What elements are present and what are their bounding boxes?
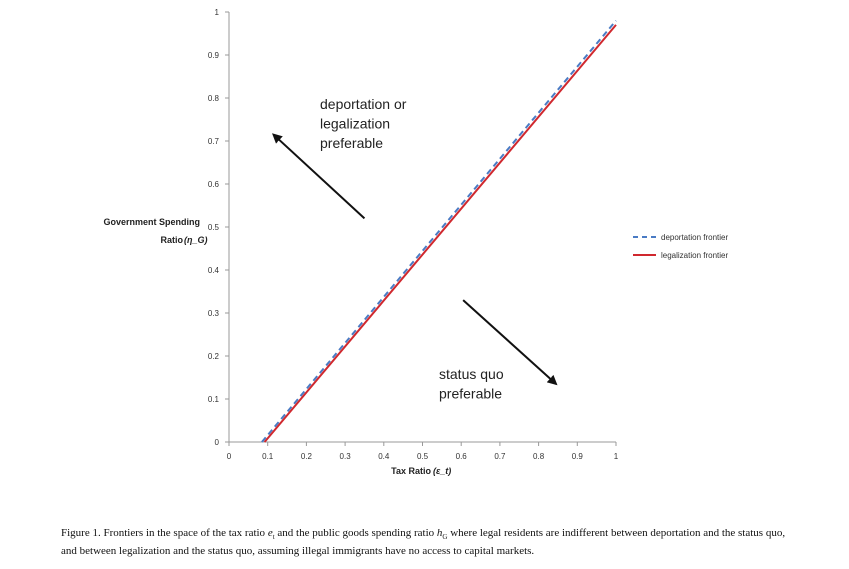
- caption-subscript-t: t: [272, 533, 275, 542]
- x-tick-label: 0.1: [262, 452, 274, 461]
- annotation-status-quo-line: status quo: [439, 366, 504, 382]
- axes: [228, 12, 616, 443]
- y-axis-title-symbol: (η_G): [184, 235, 208, 245]
- caption-symbol-e: e: [267, 527, 273, 539]
- legend-label-deportation: deportation frontier: [661, 233, 728, 242]
- legend: deportation frontier legalization fronti…: [633, 233, 728, 260]
- y-tick-label: 0.2: [208, 352, 220, 361]
- chart: 0 0.1 0.2 0.3 0.4 0.5 0.6 0.7 0.8 0.9 1 0 0.1 0.2 0.3…: [103, 8, 728, 476]
- annotations: deportation or legalization preferable stat…: [272, 96, 558, 402]
- y-tick-label: 0.6: [208, 180, 220, 189]
- x-tick-label: 0.4: [378, 452, 390, 461]
- y-tick-label: 0.9: [208, 51, 220, 60]
- x-axis-title-symbol: (ε_t): [433, 466, 451, 476]
- x-tick-label: 0.6: [456, 452, 468, 461]
- x-tick-label: 0.5: [417, 452, 429, 461]
- series-lines: [261, 19, 617, 443]
- y-tick-label: 0.5: [208, 223, 220, 232]
- legend-label-legalization: legalization frontier: [661, 251, 728, 260]
- y-tick-label: 0.8: [208, 94, 220, 103]
- arrow-up-left: [272, 133, 366, 220]
- x-ticks: 0 0.1 0.2 0.3 0.4 0.5 0.6 0.7 0.8 0.9 1: [227, 442, 619, 461]
- y-tick-label: 0.3: [208, 309, 220, 318]
- x-tick-label: 1: [614, 452, 619, 461]
- caption-part3: where legal residents are indifferent be…: [61, 527, 786, 558]
- y-axis-title-line1: Government Spending: [103, 217, 200, 227]
- caption-part2: and the public goods spending ratio: [274, 527, 437, 539]
- y-tick-label: 1: [215, 8, 220, 17]
- caption-symbol-h: h: [436, 527, 443, 539]
- figure-caption: Figure 1. Frontiers in the space of the …: [61, 526, 801, 558]
- annotation-deportation-legalization-line: deportation or: [320, 96, 407, 112]
- caption-subscript-g: G: [442, 533, 448, 542]
- y-tick-label: 0.1: [208, 395, 220, 404]
- x-tick-label: 0.9: [572, 452, 584, 461]
- x-tick-label: 0.7: [494, 452, 506, 461]
- y-tick-label: 0.4: [208, 266, 220, 275]
- y-ticks: 0 0.1 0.2 0.3 0.4 0.5 0.6 0.7 0.8 0.9 1: [208, 8, 229, 447]
- deportation-frontier-line: [261, 19, 617, 443]
- x-tick-label: 0: [227, 452, 232, 461]
- y-axis-title-line2: Ratio: [161, 235, 184, 245]
- x-axis-title: Tax Ratio: [391, 466, 431, 476]
- arrow-down-right: [462, 299, 558, 386]
- annotation-deportation-legalization-line: legalization: [320, 116, 390, 132]
- y-tick-label: 0: [215, 438, 220, 447]
- annotation-deportation-legalization-line: preferable: [320, 135, 383, 151]
- x-tick-label: 0.8: [533, 452, 545, 461]
- annotation-status-quo-line: preferable: [439, 386, 502, 402]
- legalization-frontier-line: [263, 24, 617, 443]
- caption-part1: Figure 1. Frontiers in the space of the …: [61, 527, 268, 539]
- y-tick-label: 0.7: [208, 137, 220, 146]
- x-tick-label: 0.2: [301, 452, 313, 461]
- x-tick-label: 0.3: [340, 452, 352, 461]
